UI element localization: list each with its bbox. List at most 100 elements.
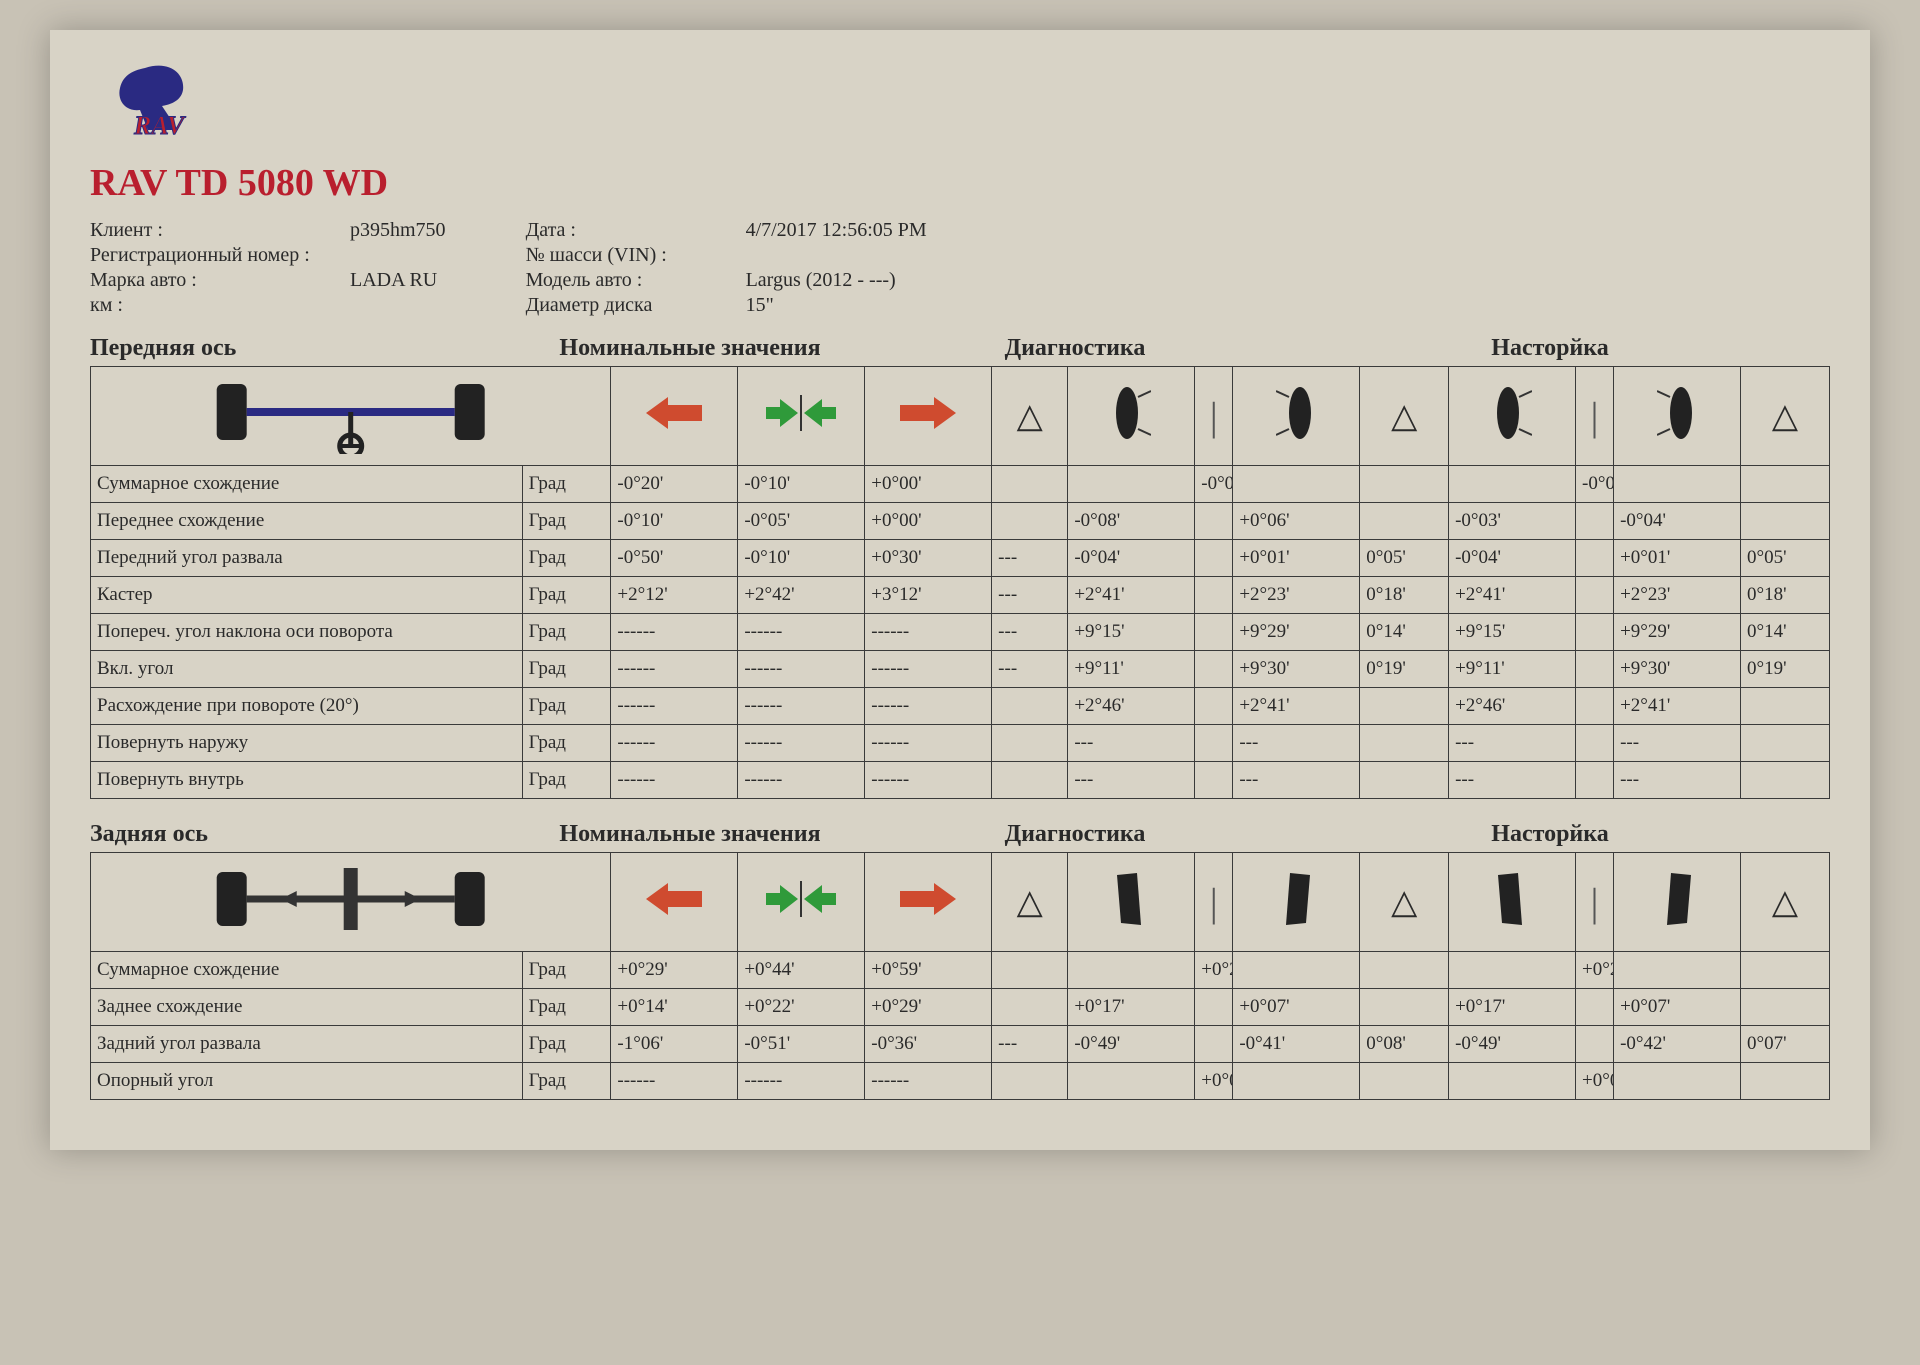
diag-head-rear: Диагностика [880, 821, 1270, 848]
arrow-right-icon [865, 853, 992, 952]
diag-r: --- [1233, 762, 1360, 799]
diag-l: -0°08' [1068, 503, 1195, 540]
diag-l: +9°11' [1068, 651, 1195, 688]
diag-r: +2°23' [1233, 577, 1360, 614]
nom-mid: +2°42' [738, 577, 865, 614]
arrows-in-icon [738, 853, 865, 952]
sep-icon: | [1195, 853, 1233, 952]
make-label: Марка авто : [90, 269, 350, 292]
diag-mid [1195, 1026, 1233, 1063]
front-icon-row: △ | △ | △ [91, 367, 1830, 466]
rear-table: △ | △ | △ Суммарное схождениеГрад+0°29'+… [90, 852, 1830, 1100]
nom-tol [992, 688, 1068, 725]
adj-delta: 0°05' [1741, 540, 1830, 577]
row-unit: Град [522, 688, 611, 725]
adj-r: -0°04' [1614, 503, 1741, 540]
diag-delta [1360, 762, 1449, 799]
adj-right-wheel-icon [1614, 367, 1741, 466]
diag-r: +0°06' [1233, 503, 1360, 540]
nom-tol [992, 762, 1068, 799]
adj-mid [1576, 614, 1614, 651]
table-row: Передний угол развалаГрад-0°50'-0°10'+0°… [91, 540, 1830, 577]
row-name: Повернуть наружу [91, 725, 523, 762]
adj-delta: 0°07' [1741, 1026, 1830, 1063]
front-table: △ | △ | △ Суммарное схождениеГрад-0°20'-… [90, 366, 1830, 799]
adjust-head-front: Насторйка [1270, 335, 1830, 362]
adj-l [1449, 466, 1576, 503]
nom-min: ------ [611, 688, 738, 725]
table-row: Заднее схождениеГрад+0°14'+0°22'+0°29'+0… [91, 989, 1830, 1026]
adj-mid [1576, 651, 1614, 688]
diag-r: --- [1233, 725, 1360, 762]
nom-mid: -0°10' [738, 540, 865, 577]
adj-r: +2°23' [1614, 577, 1741, 614]
table-row: Опорный уголГрад------------------+0°05'… [91, 1063, 1830, 1100]
diag-right-wheel-icon [1233, 853, 1360, 952]
nom-tol: --- [992, 651, 1068, 688]
nom-max: ------ [865, 651, 992, 688]
adj-delta [1741, 762, 1830, 799]
front-axle-icon [91, 367, 611, 466]
row-unit: Град [522, 651, 611, 688]
row-name: Повернуть внутрь [91, 762, 523, 799]
table-row: КастерГрад+2°12'+2°42'+3°12'---+2°41'+2°… [91, 577, 1830, 614]
vin-label: № шасси (VIN) : [526, 244, 746, 267]
adj-r: +0°07' [1614, 989, 1741, 1026]
row-name: Заднее схождение [91, 989, 523, 1026]
front-axle-head: Передняя ось [90, 335, 500, 362]
diag-delta-icon: △ [1360, 367, 1449, 466]
diag-l: +9°15' [1068, 614, 1195, 651]
diag-mid [1195, 577, 1233, 614]
diag-delta [1360, 989, 1449, 1026]
diag-delta: 0°14' [1360, 614, 1449, 651]
row-name: Вкл. угол [91, 651, 523, 688]
diag-left-wheel-icon [1068, 853, 1195, 952]
adj-mid [1576, 1026, 1614, 1063]
diag-delta: 0°19' [1360, 651, 1449, 688]
vin-value [746, 244, 927, 267]
adj-r [1614, 952, 1741, 989]
adj-l [1449, 952, 1576, 989]
adj-l: -0°49' [1449, 1026, 1576, 1063]
nom-mid: -0°10' [738, 466, 865, 503]
rear-section-heads: Задняя ось Номинальные значения Диагност… [90, 821, 1830, 848]
diag-mid [1195, 725, 1233, 762]
adj-delta-icon: △ [1741, 367, 1830, 466]
diag-delta [1360, 466, 1449, 503]
diag-r [1233, 952, 1360, 989]
nom-tol [992, 725, 1068, 762]
diag-mid [1195, 989, 1233, 1026]
rear-axle-head: Задняя ось [90, 821, 500, 848]
row-unit: Град [522, 762, 611, 799]
diag-mid [1195, 503, 1233, 540]
nom-tol: --- [992, 1026, 1068, 1063]
nom-mid: ------ [738, 651, 865, 688]
date-value: 4/7/2017 12:56:05 PM [746, 219, 927, 242]
adj-delta: 0°19' [1741, 651, 1830, 688]
diag-l: --- [1068, 762, 1195, 799]
reg-label: Регистрационный номер : [90, 244, 350, 267]
row-name: Суммарное схождение [91, 466, 523, 503]
nom-tol [992, 952, 1068, 989]
row-name: Попереч. угол наклона оси поворота [91, 614, 523, 651]
diag-mid: +0°24' [1195, 952, 1233, 989]
nom-mid: ------ [738, 688, 865, 725]
rim-label: Диаметр диска [526, 294, 746, 317]
nom-mid: -0°51' [738, 1026, 865, 1063]
nom-mid: ------ [738, 725, 865, 762]
meta-right: Дата : 4/7/2017 12:56:05 PM № шасси (VIN… [526, 219, 927, 317]
diag-r: +0°07' [1233, 989, 1360, 1026]
nominal-head-rear: Номинальные значения [500, 821, 880, 848]
nom-min: -0°10' [611, 503, 738, 540]
diag-r: +0°01' [1233, 540, 1360, 577]
adj-l: +0°17' [1449, 989, 1576, 1026]
diag-mid [1195, 688, 1233, 725]
nom-tol: --- [992, 577, 1068, 614]
diag-delta [1360, 952, 1449, 989]
row-unit: Град [522, 503, 611, 540]
adj-delta [1741, 725, 1830, 762]
adj-delta-icon: △ [1741, 853, 1830, 952]
row-unit: Град [522, 952, 611, 989]
nom-min: ------ [611, 725, 738, 762]
adj-mid: +0°05' [1576, 1063, 1614, 1100]
